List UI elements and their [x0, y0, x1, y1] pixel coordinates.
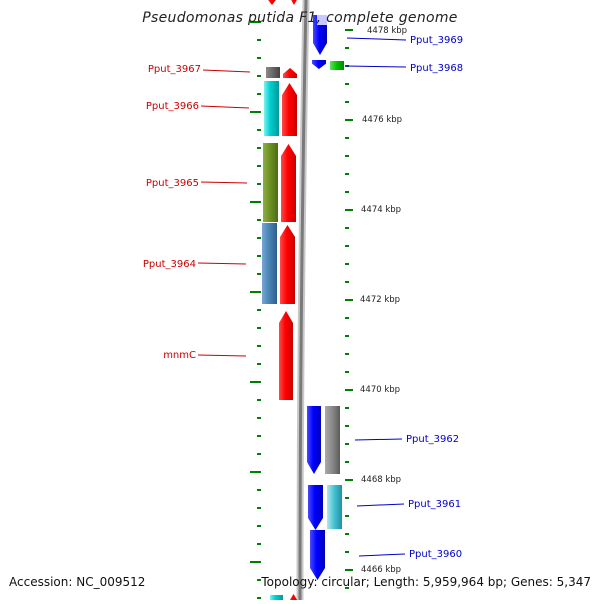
leader-line — [202, 69, 251, 73]
leader-line — [197, 262, 247, 265]
label-leaders — [197, 37, 407, 557]
scale-label: 4466 kbp — [361, 565, 401, 575]
leader-line — [354, 438, 403, 441]
gene-label-mnmc[interactable]: mnmC — [163, 350, 196, 361]
gene-label-pput-3961[interactable]: Pput_3961 — [408, 499, 461, 510]
leader-line — [200, 105, 250, 109]
scale-label: 4468 kbp — [361, 475, 401, 485]
leader-line — [346, 37, 407, 41]
gene-label-pput-3968[interactable]: Pput_3968 — [410, 63, 463, 74]
gene-arrow-forward — [291, 0, 297, 5]
gene-features — [262, 0, 344, 604]
left-gene-labels: Pput_3967 Pput_3966 Pput_3965 Pput_3964 … — [143, 64, 201, 361]
gene-arrow-pput-3964 — [280, 225, 295, 304]
topology-text: Topology: circular; Length: 5,959,964 bp… — [261, 575, 591, 589]
leader-line — [200, 181, 248, 184]
gene-label-pput-3964[interactable]: Pput_3964 — [143, 259, 196, 270]
map-title: Pseudomonas putida F1, complete genome — [142, 10, 458, 26]
cog-box-pput-3965 — [263, 143, 278, 222]
cog-box-pput-3961 — [327, 485, 342, 529]
right-gene-labels: Pput_3969 Pput_3968 Pput_3962 Pput_3961 … — [406, 35, 463, 560]
cog-box-pput-3962 — [325, 406, 340, 474]
scale-ticks — [250, 21, 353, 599]
scale-label: 4478 kbp — [367, 26, 407, 36]
leader-line — [197, 354, 247, 357]
cog-box-pput-3964 — [262, 223, 277, 304]
scale-label: 4472 kbp — [360, 295, 400, 305]
gene-arrow-pput-3968 — [312, 60, 326, 69]
accession-text: Accession: NC_009512 — [9, 575, 146, 589]
gene-arrow-pput-3960 — [310, 530, 325, 580]
gene-label-pput-3965[interactable]: Pput_3965 — [146, 178, 199, 189]
gene-label-pput-3969[interactable]: Pput_3969 — [410, 35, 463, 46]
scale-label: 4470 kbp — [360, 385, 400, 395]
genome-backbone — [298, 0, 308, 601]
gene-label-pput-3962[interactable]: Pput_3962 — [406, 434, 459, 445]
leader-line — [358, 553, 406, 557]
gene-arrow-pput-3962 — [307, 406, 321, 474]
gene-arrow-pput-3965 — [281, 144, 296, 222]
cog-box-pput-3968 — [330, 61, 344, 70]
gene-arrow-pput-3967 — [283, 68, 297, 78]
cog-box-partial — [270, 595, 283, 604]
gene-arrow-mnmc — [279, 311, 293, 400]
arrow-highlight — [317, 15, 327, 25]
gene-arrow-pput-3966 — [282, 83, 297, 136]
scale-labels: 4478 kbp 4476 kbp 4474 kbp 4472 kbp 4470… — [360, 26, 407, 575]
gene-arrow-forward — [268, 0, 276, 5]
scale-label: 4474 kbp — [361, 205, 401, 215]
gene-arrow-pput-3961 — [308, 485, 323, 530]
cog-box-pput-3967 — [266, 67, 280, 78]
scale-label: 4476 kbp — [362, 115, 402, 125]
gene-label-pput-3966[interactable]: Pput_3966 — [146, 101, 199, 112]
cog-box-pput-3966 — [264, 81, 279, 136]
gene-label-pput-3967[interactable]: Pput_3967 — [148, 64, 201, 75]
leader-line — [345, 65, 407, 68]
gene-label-pput-3960[interactable]: Pput_3960 — [409, 549, 462, 560]
leader-line — [356, 503, 405, 507]
